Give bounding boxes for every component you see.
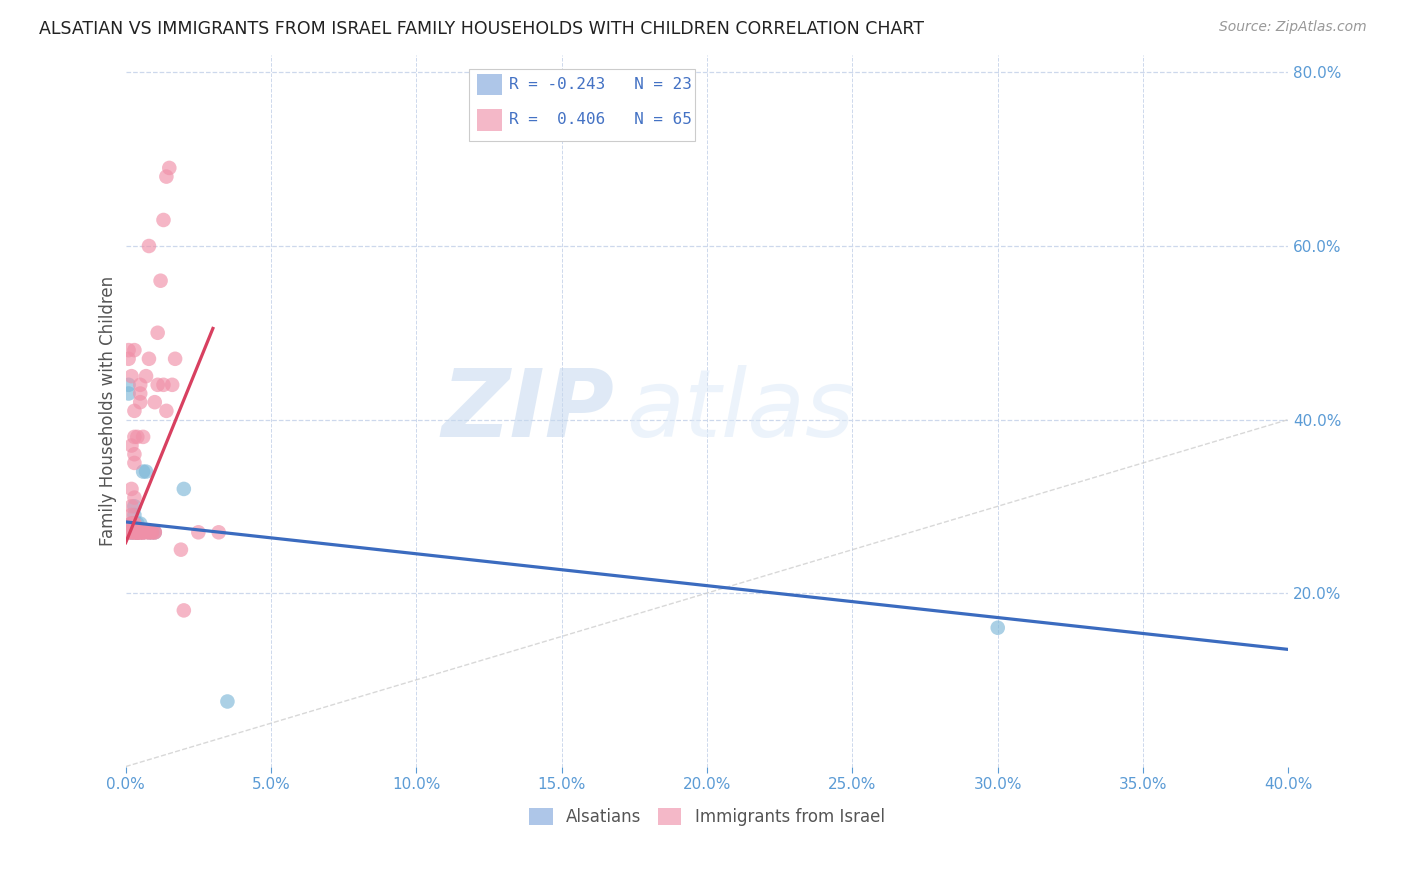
Point — [160, 377, 183, 392]
Point — [149, 274, 172, 288]
Text: ALSATIAN VS IMMIGRANTS FROM ISRAEL FAMILY HOUSEHOLDS WITH CHILDREN CORRELATION C: ALSATIAN VS IMMIGRANTS FROM ISRAEL FAMIL… — [39, 20, 924, 37]
Point — [117, 377, 139, 392]
Point — [127, 525, 149, 540]
Point — [138, 525, 160, 540]
Point — [121, 369, 143, 384]
Point — [124, 500, 146, 514]
Point — [124, 430, 146, 444]
Point — [121, 525, 143, 540]
Point — [121, 516, 143, 531]
Point — [173, 482, 195, 496]
Point — [127, 516, 149, 531]
Point — [187, 525, 209, 540]
Point — [132, 525, 155, 540]
Point — [208, 525, 231, 540]
Point — [152, 377, 174, 392]
Point — [141, 525, 163, 540]
Legend: Alsatians, Immigrants from Israel: Alsatians, Immigrants from Israel — [530, 807, 884, 826]
Point — [124, 516, 146, 531]
Point — [146, 326, 169, 340]
Point — [173, 603, 195, 617]
Point — [146, 377, 169, 392]
Point — [124, 508, 146, 522]
Point — [121, 525, 143, 540]
Point — [155, 169, 177, 184]
Point — [138, 525, 160, 540]
Point — [157, 161, 180, 175]
Bar — [477, 109, 502, 130]
Point — [124, 525, 146, 540]
Point — [121, 516, 143, 531]
Point — [132, 525, 155, 540]
Point — [127, 430, 149, 444]
Point — [143, 525, 166, 540]
Point — [121, 516, 143, 531]
Point — [117, 343, 139, 358]
Point — [117, 386, 139, 401]
Point — [124, 343, 146, 358]
Point — [987, 621, 1010, 635]
Point — [124, 516, 146, 531]
Point — [129, 395, 152, 409]
Text: atlas: atlas — [626, 366, 853, 457]
Point — [141, 525, 163, 540]
Point — [117, 351, 139, 366]
Point — [152, 213, 174, 227]
Point — [138, 239, 160, 253]
Point — [217, 694, 239, 708]
Point — [124, 447, 146, 461]
Point — [135, 465, 157, 479]
Point — [124, 525, 146, 540]
Point — [143, 525, 166, 540]
Text: ZIP: ZIP — [441, 365, 614, 457]
Point — [155, 404, 177, 418]
Point — [132, 525, 155, 540]
Point — [127, 525, 149, 540]
Point — [124, 491, 146, 505]
Point — [138, 525, 160, 540]
Point — [127, 525, 149, 540]
Point — [121, 439, 143, 453]
Text: Source: ZipAtlas.com: Source: ZipAtlas.com — [1219, 20, 1367, 34]
Point — [121, 525, 143, 540]
Point — [117, 525, 139, 540]
Point — [121, 482, 143, 496]
Point — [129, 516, 152, 531]
Point — [170, 542, 193, 557]
Point — [121, 508, 143, 522]
Point — [138, 351, 160, 366]
Point — [132, 430, 155, 444]
Point — [129, 525, 152, 540]
Text: R = -0.243   N = 23: R = -0.243 N = 23 — [509, 77, 692, 92]
Point — [127, 525, 149, 540]
Point — [127, 525, 149, 540]
Point — [129, 386, 152, 401]
Y-axis label: Family Households with Children: Family Households with Children — [100, 276, 117, 546]
Point — [129, 525, 152, 540]
Point — [143, 395, 166, 409]
Point — [135, 525, 157, 540]
Point — [135, 369, 157, 384]
Point — [124, 525, 146, 540]
Point — [132, 525, 155, 540]
Point — [141, 525, 163, 540]
Point — [143, 525, 166, 540]
FancyBboxPatch shape — [468, 70, 696, 141]
Point — [129, 525, 152, 540]
Point — [124, 456, 146, 470]
Point — [121, 525, 143, 540]
Bar — [477, 74, 502, 95]
Point — [117, 525, 139, 540]
Point — [165, 351, 187, 366]
Point — [129, 377, 152, 392]
Point — [124, 404, 146, 418]
Point — [132, 465, 155, 479]
Point — [127, 525, 149, 540]
Point — [121, 500, 143, 514]
Point — [127, 525, 149, 540]
Text: R =  0.406   N = 65: R = 0.406 N = 65 — [509, 112, 692, 128]
Point — [129, 525, 152, 540]
Point — [124, 516, 146, 531]
Point — [124, 525, 146, 540]
